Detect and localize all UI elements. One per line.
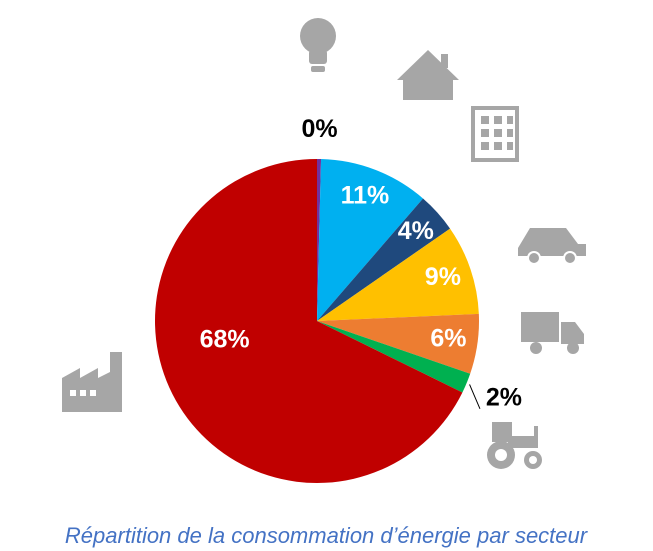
pie-slice — [317, 228, 479, 321]
tractor-icon — [487, 422, 542, 469]
leader-line — [469, 384, 481, 409]
pie: 0% 11% 4% 9% 6% 2% 68% — [155, 115, 522, 484]
pie-slice — [155, 159, 463, 484]
chart-title: Répartition de la consommation d’énergie… — [65, 523, 589, 548]
data-label: 11% — [341, 182, 390, 210]
icons — [62, 18, 586, 469]
data-label: 9% — [425, 263, 461, 291]
pie-slice — [317, 313, 479, 374]
data-label: 0% — [301, 115, 337, 143]
bulb-icon — [300, 18, 336, 72]
data-label: 4% — [398, 217, 434, 245]
pie-slice — [317, 159, 322, 321]
pie-slice — [317, 321, 471, 393]
pie-slice — [317, 159, 424, 321]
car-icon — [518, 228, 586, 265]
house-icon — [397, 50, 459, 100]
truck-icon — [521, 312, 584, 354]
pie-slice — [317, 198, 451, 321]
data-label: 68% — [200, 326, 250, 354]
factory-icon — [62, 352, 122, 412]
data-label: 2% — [486, 383, 522, 411]
data-label: 6% — [430, 325, 466, 353]
building-icon — [471, 106, 519, 162]
